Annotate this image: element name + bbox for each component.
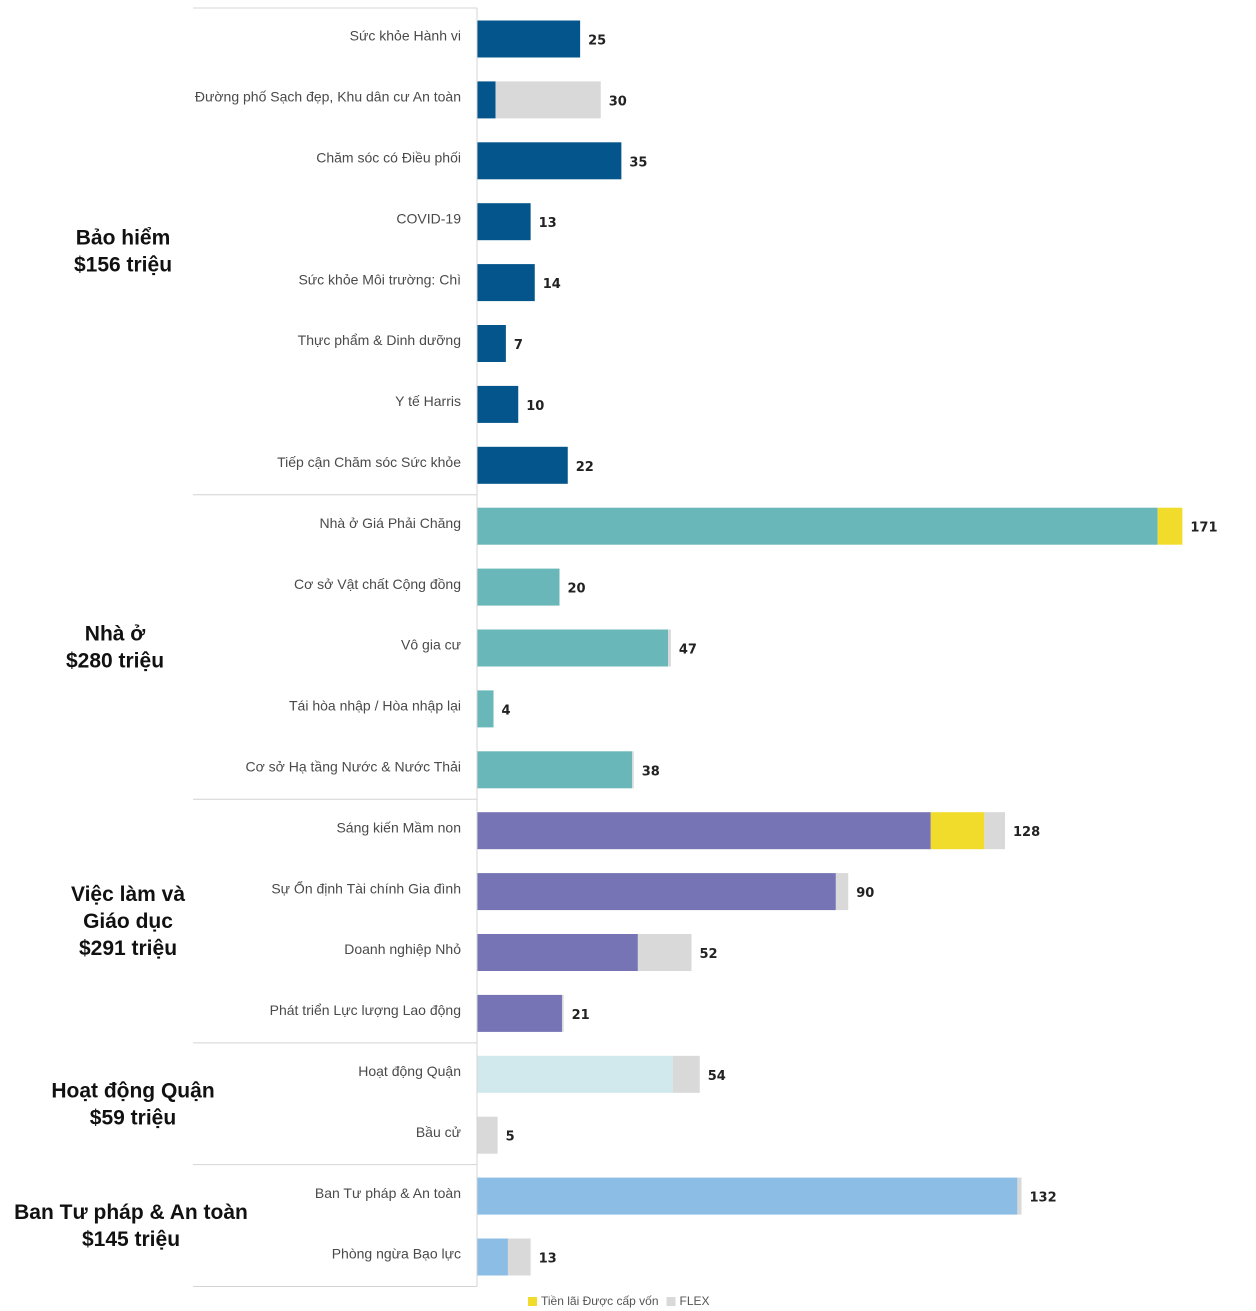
bar-main-g2-i1 xyxy=(477,873,836,911)
value-label-g1-i1: 20 xyxy=(568,582,586,597)
legend-label-0: Tiền lãi Được cấp vốn xyxy=(541,1294,659,1308)
value-label-g0-i4: 14 xyxy=(543,277,561,292)
category-label-g0-i4: Sức khỏe Môi trường: Chì xyxy=(298,271,461,287)
group-label-3: Hoạt động Quận $59 triệu xyxy=(51,1079,214,1129)
value-label-g1-i0: 171 xyxy=(1190,521,1217,536)
category-label-g4-i0: Ban Tư pháp & An toàn xyxy=(315,1185,461,1201)
value-label-g0-i6: 10 xyxy=(526,399,544,414)
bar-interest-g1-i0 xyxy=(1157,507,1183,545)
bar-main-g0-i5 xyxy=(477,325,506,362)
bar-main-g0-i0 xyxy=(477,20,581,58)
bar-main-g2-i0 xyxy=(477,812,931,850)
group-label-4: Ban Tư pháp & An toàn $145 triệu xyxy=(14,1201,248,1251)
bar-flex-g1-i2 xyxy=(667,629,671,667)
value-label-g0-i7: 22 xyxy=(576,460,594,475)
value-label-g0-i0: 25 xyxy=(588,34,606,49)
legend-swatch-1 xyxy=(666,1297,676,1306)
value-label-g2-i3: 21 xyxy=(572,1008,590,1023)
value-label-g0-i2: 35 xyxy=(629,155,647,170)
group-label-line: $145 triệu xyxy=(82,1228,180,1251)
value-label-g4-i0: 132 xyxy=(1030,1191,1057,1206)
group-label-line: $291 triệu xyxy=(79,937,177,960)
legend-swatch-0 xyxy=(528,1297,537,1306)
bar-main-g0-i3 xyxy=(477,203,531,241)
legend-label-1: FLEX xyxy=(680,1294,710,1308)
value-label-g0-i5: 7 xyxy=(514,338,523,353)
bar-main-g0-i4 xyxy=(477,264,535,302)
bar-flex-g2-i2 xyxy=(637,934,692,971)
bar-flex-g2-i1 xyxy=(835,873,849,911)
bar-main-g4-i1 xyxy=(477,1238,508,1276)
value-label-g2-i2: 52 xyxy=(700,947,718,962)
bar-main-g0-i1 xyxy=(477,81,496,119)
category-label-g1-i3: Tái hòa nhập / Hòa nhập lại xyxy=(289,698,461,714)
category-label-g2-i3: Phát triển Lực lượng Lao động xyxy=(270,1002,461,1018)
group-label-line: $59 triệu xyxy=(90,1106,176,1129)
category-label-g0-i0: Sức khỏe Hành vi xyxy=(350,28,461,44)
bar-flex-g3-i0 xyxy=(672,1055,700,1093)
category-label-g3-i0: Hoạt động Quận xyxy=(358,1063,461,1079)
bar-main-g1-i3 xyxy=(477,690,494,728)
category-label-g0-i7: Tiếp cận Chăm sóc Sức khỏe xyxy=(277,454,461,470)
group-label-line: $280 triệu xyxy=(66,649,164,672)
category-label-g0-i6: Y tế Harris xyxy=(395,393,461,409)
value-label-g0-i3: 13 xyxy=(539,216,557,231)
bar-main-g1-i4 xyxy=(477,751,633,789)
bar-main-g4-i0 xyxy=(477,1177,1018,1215)
bar-main-g1-i0 xyxy=(477,507,1158,545)
bar-flex-g2-i0 xyxy=(984,812,1005,850)
value-label-g3-i0: 54 xyxy=(708,1069,726,1084)
group-label-line: Hoạt động Quận xyxy=(51,1079,214,1102)
value-label-g4-i1: 13 xyxy=(539,1252,557,1267)
value-label-g3-i1: 5 xyxy=(506,1130,515,1145)
value-label-g1-i2: 47 xyxy=(679,643,697,658)
bar-flex-g0-i1 xyxy=(495,81,601,119)
value-label-g2-i1: 90 xyxy=(856,886,874,901)
bar-main-g1-i1 xyxy=(477,568,560,606)
bar-flex-g4-i1 xyxy=(507,1238,531,1276)
bar-flex-g4-i0 xyxy=(1017,1177,1022,1215)
group-label-1: Nhà ở $280 triệu xyxy=(66,622,164,672)
group-label-line: Nhà ở xyxy=(85,622,146,645)
bar-flex-g2-i3 xyxy=(561,994,564,1032)
group-label-0: Bảo hiểm $156 triệu xyxy=(74,226,172,276)
value-label-g1-i4: 38 xyxy=(642,764,660,779)
category-label-g0-i2: Chăm sóc có Điều phối xyxy=(316,150,461,166)
category-label-g1-i0: Nhà ở Giá Phải Chăng xyxy=(320,515,461,531)
bar-main-g2-i3 xyxy=(477,994,562,1032)
category-label-g1-i2: Vô gia cư xyxy=(401,637,461,653)
group-label-line: Bảo hiểm xyxy=(76,226,171,249)
category-label-g0-i5: Thực phẩm & Dinh dưỡng xyxy=(298,332,461,348)
category-label-g3-i1: Bầu cử xyxy=(416,1124,461,1140)
bar-interest-g2-i0 xyxy=(930,812,985,850)
bar-flex-g3-i1 xyxy=(477,1116,498,1154)
value-label-g2-i0: 128 xyxy=(1013,825,1040,840)
category-label-g1-i4: Cơ sở Hạ tầng Nước & Nước Thải xyxy=(246,759,462,775)
bar-flex-g1-i4 xyxy=(632,751,634,789)
bar-main-g1-i2 xyxy=(477,629,668,667)
category-label-g1-i1: Cơ sở Vật chất Cộng đồng xyxy=(294,576,461,592)
category-label-g2-i1: Sự Ổn định Tài chính Gia đình xyxy=(271,879,461,896)
group-label-line: Việc làm và xyxy=(71,883,185,906)
bar-main-g2-i2 xyxy=(477,934,638,971)
group-label-line: Ban Tư pháp & An toàn xyxy=(14,1201,248,1224)
group-label-line: Giáo dục xyxy=(83,910,173,933)
bar-main-g3-i0 xyxy=(477,1055,673,1093)
category-label-g2-i0: Sáng kiến Mầm non xyxy=(336,819,461,835)
value-label-g1-i3: 4 xyxy=(502,703,511,718)
group-label-line: $156 triệu xyxy=(74,253,172,276)
bar-main-g0-i6 xyxy=(477,385,519,423)
category-label-g2-i2: Doanh nghiệp Nhỏ xyxy=(344,941,461,957)
bar-main-g0-i2 xyxy=(477,142,622,180)
category-label-g0-i3: COVID-19 xyxy=(396,210,461,226)
group-label-2: Việc làm và Giáo dục $291 triệu xyxy=(71,883,185,960)
bar-main-g0-i7 xyxy=(477,446,568,484)
category-label-g4-i1: Phòng ngừa Bạo lực xyxy=(332,1246,461,1262)
value-label-g0-i1: 30 xyxy=(609,94,627,109)
category-label-g0-i1: Đường phố Sạch đẹp, Khu dân cư An toàn xyxy=(195,89,461,105)
